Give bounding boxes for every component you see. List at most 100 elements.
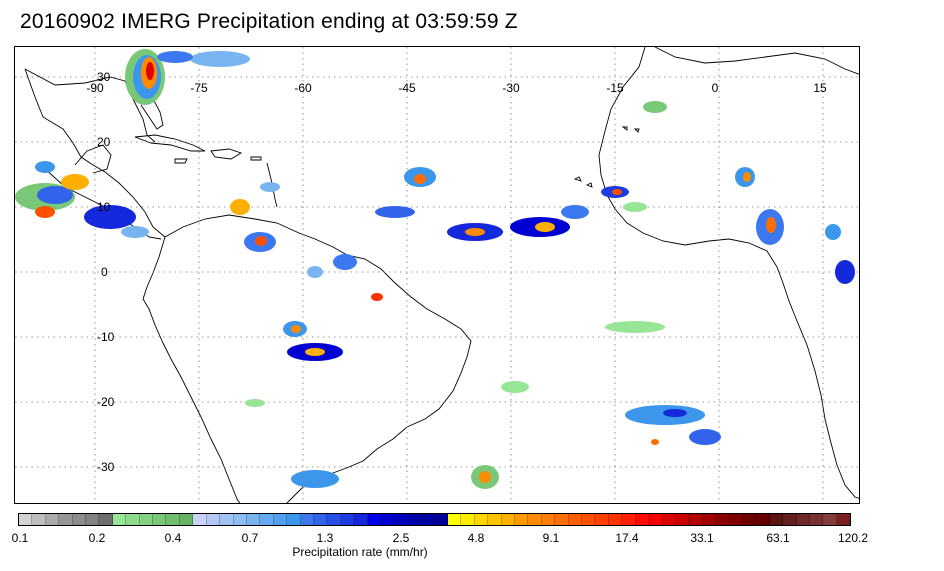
colorbar-tick-label: 17.4 [615, 531, 639, 545]
colorbar-swatch [220, 514, 234, 525]
map-panel: -90 -75 -60 -45 -30 -15 0 15 30 20 10 0 … [14, 46, 860, 504]
colorbar-tick-label: 2.5 [392, 531, 410, 545]
colorbar-tick-label: 120.2 [837, 531, 869, 545]
coastline-cape-verde [573, 176, 593, 188]
colorbar-swatch [99, 514, 113, 525]
colorbar-swatch [836, 514, 851, 525]
colorbar-swatch [796, 514, 810, 525]
colorbar-swatch [166, 514, 180, 525]
colorbar-swatch [555, 514, 569, 525]
latitude-label: -30 [97, 460, 115, 474]
colorbar-swatch [635, 514, 650, 525]
colorbar-swatch [19, 514, 33, 525]
colorbar-swatch [206, 514, 221, 525]
coastline-south-america [142, 214, 472, 503]
colorbar-swatch [179, 514, 194, 525]
coastline-cuba [134, 134, 206, 152]
colorbar-swatch [488, 514, 502, 525]
colorbar-swatch [126, 514, 140, 525]
colorbar-tick-label: 0.4 [164, 531, 182, 545]
colorbar-swatch [689, 514, 703, 525]
coastline-north-america [24, 68, 166, 238]
longitude-label: -90 [86, 81, 104, 95]
colorbar-swatch [448, 514, 462, 525]
colorbar-swatch [729, 514, 743, 525]
colorbar-swatch [260, 514, 274, 525]
latitude-label: 0 [101, 265, 108, 279]
colorbar-swatch [394, 514, 408, 525]
colorbar-swatch [380, 514, 395, 525]
colorbar-swatch [300, 514, 314, 525]
latitude-label: 20 [97, 135, 111, 149]
colorbar-tick-label: 4.8 [467, 531, 485, 545]
colorbar-title: Precipitation rate (mm/hr) [292, 545, 428, 559]
colorbar-swatch [340, 514, 355, 525]
colorbar-swatch [434, 514, 448, 525]
colorbar-swatch [702, 514, 717, 525]
colorbar-swatch [515, 514, 529, 525]
colorbar-swatch [421, 514, 435, 525]
colorbar-swatch [273, 514, 288, 525]
colorbar-swatch [45, 514, 60, 525]
colorbar-tick-label: 0.1 [11, 531, 29, 545]
colorbar-swatch [367, 514, 381, 525]
colorbar-swatch [474, 514, 489, 525]
latitude-labels: 30 20 10 0 -10 -20 -30 [97, 70, 115, 474]
colorbar-tick-label: 9.1 [542, 531, 560, 545]
colorbar-swatch [662, 514, 676, 525]
colorbar-tick-label: 0.2 [88, 531, 106, 545]
colorbar-swatch [193, 514, 207, 525]
colorbar-swatch [327, 514, 341, 525]
page-title: 20160902 IMERG Precipitation ending at 0… [20, 10, 518, 33]
colorbar-swatch [716, 514, 730, 525]
coastlines [24, 47, 859, 503]
colorbar-swatch [608, 514, 623, 525]
colorbar-swatch [528, 514, 542, 525]
latitude-label: -20 [97, 395, 115, 409]
colorbar-swatch [622, 514, 636, 525]
colorbar-swatch [809, 514, 824, 525]
colorbar-tick-label: 0.7 [241, 531, 259, 545]
colorbar-swatch [287, 514, 301, 525]
colorbar-swatch [313, 514, 328, 525]
colorbar-swatch [112, 514, 127, 525]
longitude-label: -45 [398, 81, 416, 95]
colorbar-swatch [675, 514, 690, 525]
colorbar-tick-label: 1.3 [316, 531, 334, 545]
coastline-jamaica [174, 158, 188, 164]
colorbar-swatch [649, 514, 663, 525]
longitude-label: -75 [190, 81, 208, 95]
coastline-hispaniola [210, 148, 243, 160]
colorbar-swatch [407, 514, 422, 525]
coastline-canary [621, 126, 640, 133]
colorbar-swatch [233, 514, 247, 525]
colorbar-swatch [823, 514, 837, 525]
colorbar-swatch [595, 514, 609, 525]
coastline-yucatan [74, 144, 112, 174]
colorbar-swatch [153, 514, 167, 525]
colorbar-swatch [783, 514, 797, 525]
colorbar [18, 513, 851, 526]
colorbar-swatch [756, 514, 770, 525]
colorbar-swatch [246, 514, 261, 525]
colorbar-tick-label: 33.1 [690, 531, 714, 545]
graticule [15, 47, 859, 503]
colorbar-swatch [59, 514, 73, 525]
colorbar-swatch [139, 514, 154, 525]
coastline-puerto-rico [250, 156, 262, 161]
colorbar-swatch [568, 514, 583, 525]
colorbar-swatch [541, 514, 556, 525]
colorbar-swatch [582, 514, 596, 525]
longitude-label: 15 [813, 81, 827, 95]
colorbar-swatch [354, 514, 368, 525]
longitude-labels: -90 -75 -60 -45 -30 -15 0 15 [86, 81, 827, 95]
longitude-label: -15 [606, 81, 624, 95]
colorbar-swatch [742, 514, 757, 525]
colorbar-tick-label: 63.1 [766, 531, 790, 545]
longitude-label: -60 [294, 81, 312, 95]
map-canvas: -90 -75 -60 -45 -30 -15 0 15 30 20 10 0 … [15, 47, 859, 503]
coastline-africa [598, 47, 859, 499]
latitude-label: 10 [97, 200, 111, 214]
latitude-label: 30 [97, 70, 111, 84]
coastline-north-africa [654, 47, 859, 75]
